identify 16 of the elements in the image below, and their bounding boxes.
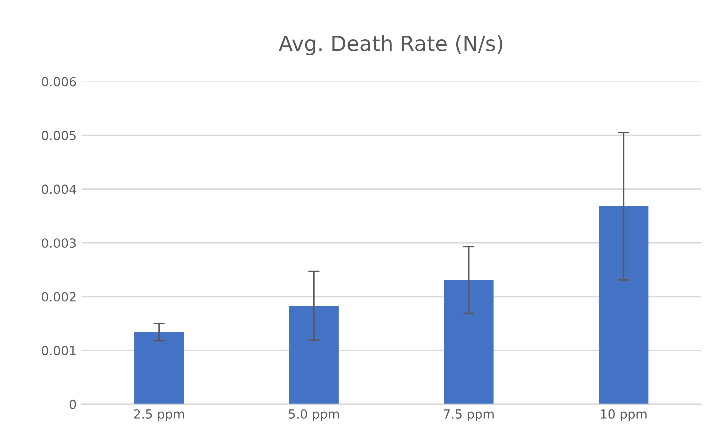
- bar: [134, 332, 184, 404]
- bar: [289, 306, 339, 404]
- y-tick-label: 0: [70, 400, 76, 410]
- y-tick-label: 0.003: [42, 238, 76, 248]
- y-tick-label: 0.006: [42, 77, 76, 87]
- y-tick-label: 0.005: [42, 131, 76, 140]
- y-tick-label: 0.004: [42, 184, 76, 194]
- bar: [599, 206, 649, 404]
- x-tick-label: 2.5 ppm: [134, 410, 184, 422]
- y-tick-label: 0.002: [42, 292, 76, 302]
- x-tick-label: 5.0 ppm: [289, 410, 340, 422]
- chart-title: Avg. Death Rate (N/s): [278, 35, 503, 56]
- x-tick-label: 10 ppm: [601, 410, 647, 422]
- y-tick-label: 0.001: [42, 346, 76, 356]
- x-tick-label: 7.5 ppm: [444, 410, 494, 422]
- bar: [444, 280, 494, 404]
